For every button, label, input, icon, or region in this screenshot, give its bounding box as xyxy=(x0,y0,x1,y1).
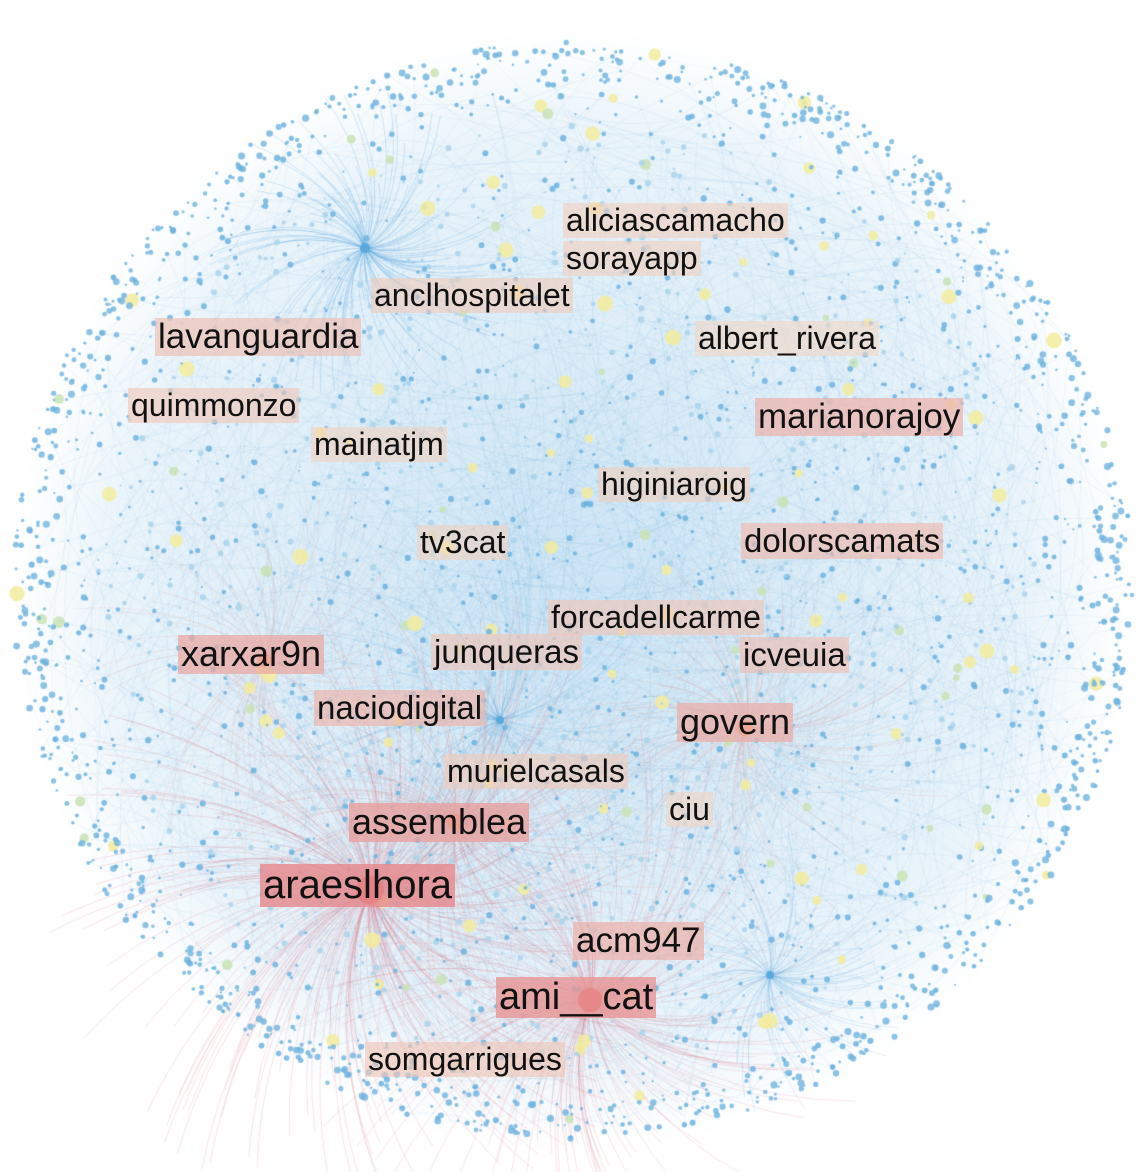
node-label-ami-cat: ami__cat xyxy=(496,976,657,1019)
node-label-araeslhora: araeslhora xyxy=(260,863,456,908)
node-label-sorayapp: sorayapp xyxy=(563,241,701,276)
node-label-govern: govern xyxy=(677,702,794,742)
node-label-quimmonzo: quimmonzo xyxy=(128,388,300,423)
node-label-aliciascamacho: aliciascamacho xyxy=(563,203,788,238)
node-label-tv3cat: tv3cat xyxy=(417,525,509,560)
node-label-higiniaroig: higiniaroig xyxy=(598,467,750,502)
node-label-dolorscamats: dolorscamats xyxy=(741,523,944,559)
node-label-ciu: ciu xyxy=(666,792,713,827)
node-label-forcadellcarme: forcadellcarme xyxy=(548,600,764,635)
node-label-somgarrigues: somgarrigues xyxy=(365,1042,565,1077)
node-label-assemblea: assemblea xyxy=(349,802,530,842)
node-label-mainatjm: mainatjm xyxy=(311,427,447,462)
node-label-naciodigital: naciodigital xyxy=(314,690,486,726)
node-label-anclhospitalet: anclhospitalet xyxy=(371,278,573,313)
node-label-murielcasals: murielcasals xyxy=(444,754,628,789)
node-label-acm947: acm947 xyxy=(573,922,704,960)
node-label-lavanguardia: lavanguardia xyxy=(155,318,362,356)
node-label-xarxar9n: xarxar9n xyxy=(178,634,325,674)
node-label-albert-rivera: albert_rivera xyxy=(695,321,879,356)
node-label-marianorajoy: marianorajoy xyxy=(755,398,964,436)
node-label-junqueras: junqueras xyxy=(431,634,582,670)
node-label-icveuia: icveuia xyxy=(740,637,849,673)
